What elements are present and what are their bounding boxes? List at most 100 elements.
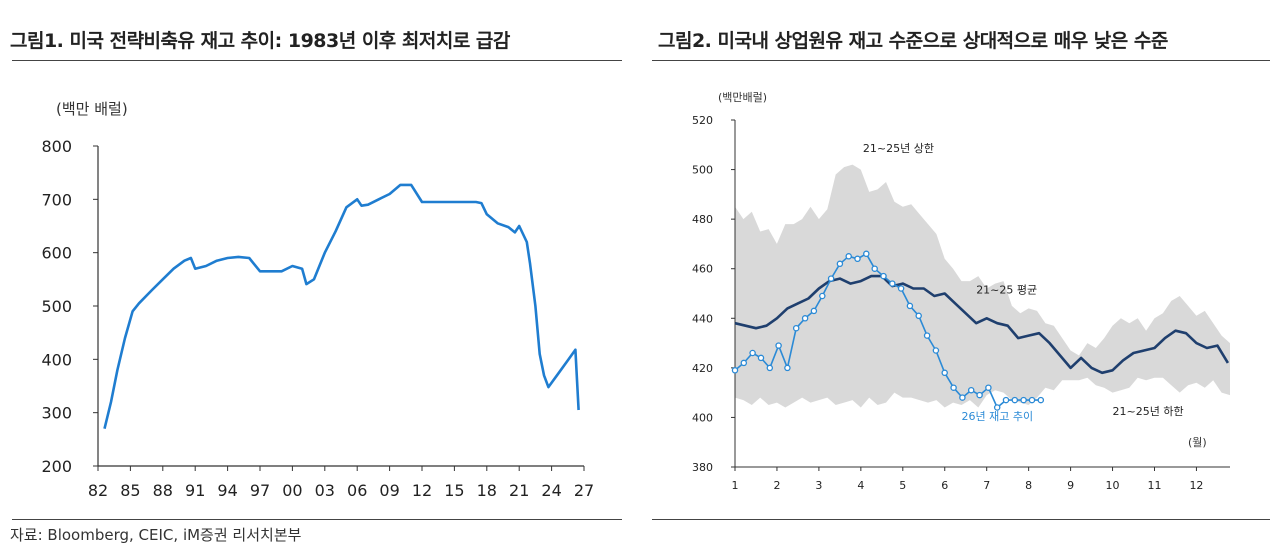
chart2-2026-point — [993, 404, 1001, 411]
chart1-x-tick-label: 18 — [477, 481, 497, 500]
footer-rule-right — [652, 519, 1270, 520]
chart-panel-left: 그림1. 미국 전략비축유 재고 추이: 1983년 이후 최저치로 급감 20… — [0, 0, 640, 520]
chart2-2026-point — [836, 260, 844, 268]
chart-panel-right: 그림2. 미국내 상업원유 재고 수준으로 상대적으로 매우 낮은 수준 380… — [640, 0, 1280, 520]
chart2-x-tick-label: 8 — [1025, 479, 1032, 492]
chart2-x-tick-label: 11 — [1147, 479, 1161, 492]
chart1-x-tick-label: 09 — [379, 481, 399, 500]
chart1-x-tick-label: 82 — [88, 481, 108, 500]
chart1-title-rule — [12, 60, 622, 61]
source-note: 자료: Bloomberg, CEIC, iM증권 리서치본부 — [10, 526, 302, 544]
chart2-y-tick-label: 520 — [692, 114, 713, 127]
chart1-y-tick-label: 400 — [41, 350, 72, 369]
chart2-2026-point — [1028, 396, 1036, 404]
chart1-x-tick-label: 06 — [347, 481, 367, 500]
chart1-svg: 200 300 400 500 600 700 800 82 85 88 91 94 97 00 03 06 0… — [41, 100, 594, 500]
chart2-average-label: 21~25 평균 — [976, 284, 1037, 297]
chart2-x-tick-label: 7 — [983, 479, 990, 492]
chart2-x-tick-label: 10 — [1106, 479, 1120, 492]
chart2-2026-point — [1020, 396, 1027, 404]
chart2-2026-point — [923, 332, 931, 339]
chart1-series-line — [103, 183, 580, 430]
chart2-2026-label: 26년 재고 추이 — [962, 410, 1034, 423]
chart2-range-band — [735, 164, 1230, 408]
chart2-2026-point — [941, 369, 948, 377]
chart2-y-tick-label: 380 — [692, 461, 713, 474]
chart2-2026-point — [740, 359, 748, 367]
chart1-x-tick-label: 85 — [120, 481, 140, 500]
footer-rule-left — [12, 519, 622, 520]
chart2-2026-point — [976, 391, 983, 399]
chart1-y-tick-label: 600 — [41, 244, 72, 263]
chart2-y-tick-label: 420 — [692, 362, 713, 375]
chart1-y-tick-label: 500 — [41, 297, 72, 316]
chart2-2026-point — [775, 342, 782, 349]
chart2-y-tick-label: 460 — [692, 263, 713, 276]
chart1-x-tick-label: 00 — [282, 481, 302, 500]
chart2-y-tick-label: 440 — [692, 312, 713, 325]
chart2-y-tick-label: 480 — [692, 213, 713, 226]
chart2-x-tick-label: 2 — [773, 479, 780, 492]
chart2-2026-line — [734, 253, 1041, 409]
chart2-2026-point — [819, 292, 826, 300]
chart2-2026-point — [810, 307, 818, 315]
chart2-2026-point — [749, 349, 756, 357]
chart2-average-line — [734, 274, 1230, 375]
chart2-y-tick-label: 500 — [692, 164, 713, 177]
chart2-2026-point — [932, 347, 940, 354]
chart1-x-tick-label: 21 — [509, 481, 529, 500]
chart2-ylabel: (백만배럴) — [718, 91, 767, 104]
chart2-2026-point — [863, 250, 870, 258]
chart2-lower-label: 21~25년 하한 — [1113, 404, 1184, 418]
chart2-2026-point — [889, 280, 896, 287]
chart2-2026-point — [871, 265, 878, 272]
chart2-x-tick-label: 9 — [1067, 479, 1074, 492]
chart2-2026-point — [985, 384, 992, 391]
chart2-2026-point — [950, 384, 957, 391]
chart1-x-tick-label: 97 — [250, 481, 270, 500]
chart2-2026-point — [731, 367, 739, 374]
chart2-2026-point — [897, 285, 905, 292]
chart1-ylabel: (백만 배럴) — [56, 100, 128, 118]
chart1-x-tick-label: 12 — [412, 481, 432, 500]
chart1-y-tick-label: 300 — [41, 404, 72, 423]
chart2-2026-point — [766, 364, 774, 372]
chart2-2026-point — [959, 394, 966, 401]
chart1-x-tick-label: 24 — [541, 481, 561, 500]
chart2-x-tick-label: 4 — [857, 479, 864, 492]
chart2-y-tick-label: 400 — [692, 411, 713, 424]
chart2-2026-point — [827, 275, 835, 282]
chart2-2026-point — [845, 253, 852, 260]
chart2-2026-point — [1002, 396, 1010, 404]
chart2-2026-point — [854, 255, 861, 263]
chart1-x-tick-label: 03 — [315, 481, 335, 500]
chart1-y-tick-label: 800 — [41, 137, 72, 156]
chart1-title: 그림1. 미국 전략비축유 재고 추이: 1983년 이후 최저치로 급감 — [10, 30, 510, 52]
chart2-x-tick-label: 3 — [815, 479, 822, 492]
chart2-title: 그림2. 미국내 상업원유 재고 수준으로 상대적으로 매우 낮은 수준 — [658, 30, 1168, 52]
chart2-2026-point — [967, 386, 975, 394]
chart2-2026-point — [792, 324, 800, 332]
chart2-2026-point — [757, 354, 765, 362]
chart1-x-tick-label: 94 — [217, 481, 237, 500]
chart1-y-tick-label: 700 — [41, 190, 72, 209]
chart2-2026-point — [801, 315, 809, 322]
chart1-x-tick-label: 91 — [185, 481, 205, 500]
chart2-2026-point — [1037, 396, 1045, 404]
chart1-x-tick-label: 27 — [574, 481, 594, 500]
chart1-y-tick-label: 200 — [41, 457, 72, 476]
chart2-2026-point — [1011, 396, 1019, 404]
chart2-2026-point — [784, 364, 791, 372]
chart2-2026-point — [915, 312, 922, 320]
chart2-title-rule — [652, 60, 1270, 61]
chart2-2026-point — [880, 272, 887, 280]
chart2-2026-point — [906, 302, 914, 310]
chart2-xlabel: (월) — [1188, 436, 1207, 449]
chart2-x-tick-label: 6 — [941, 479, 948, 492]
chart2-upper-label: 21~25년 상한 — [863, 142, 934, 155]
chart1-x-tick-label: 15 — [444, 481, 464, 500]
chart1-x-tick-label: 88 — [153, 481, 173, 500]
chart2-x-tick-label: 1 — [732, 479, 739, 492]
chart2-x-tick-label: 12 — [1189, 479, 1203, 492]
